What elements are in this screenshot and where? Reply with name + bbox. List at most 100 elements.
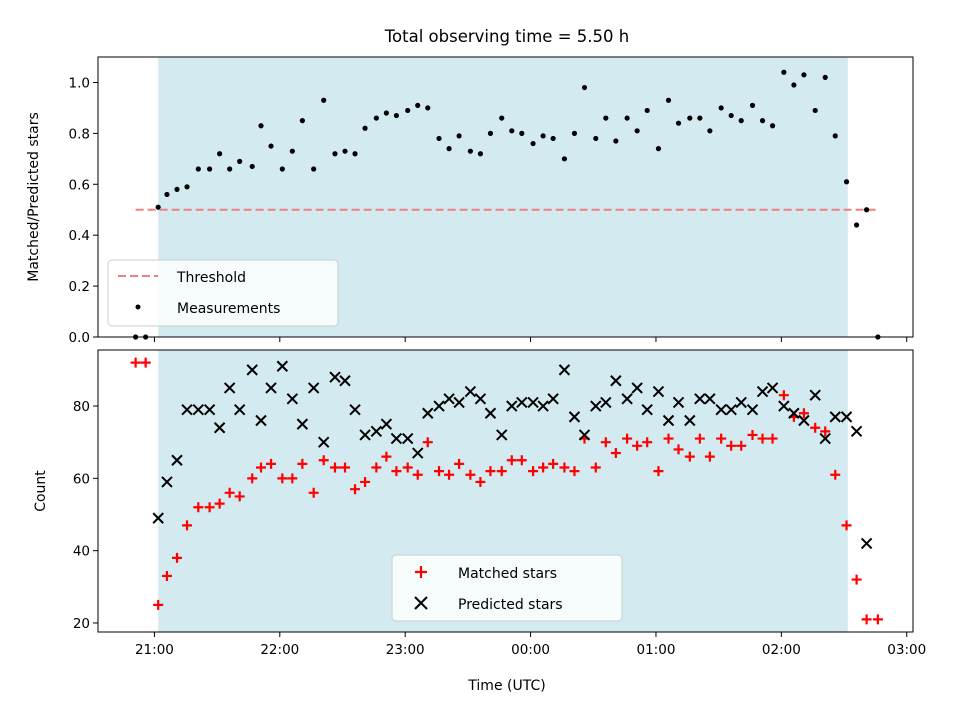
measurement-point bbox=[436, 135, 442, 142]
predicted-star-point bbox=[246, 364, 258, 376]
matched-star-point bbox=[454, 458, 465, 469]
legend-measurements-label: Measurements bbox=[177, 301, 280, 317]
legend-predicted-swatch bbox=[414, 596, 428, 610]
matched-star-point bbox=[820, 426, 831, 437]
measurement-point bbox=[697, 115, 703, 121]
y-tick-label: 60 bbox=[73, 471, 90, 487]
matched-star-point bbox=[757, 433, 768, 444]
predicted-star-point bbox=[412, 447, 424, 459]
matched-star-point bbox=[214, 498, 225, 509]
matched-star-point bbox=[830, 469, 841, 480]
measurement-point bbox=[467, 148, 473, 154]
matched-star-point bbox=[767, 433, 778, 444]
y-tick-label: 0.8 bbox=[69, 126, 90, 142]
predicted-star-point bbox=[286, 393, 299, 405]
predicted-star-point bbox=[453, 396, 465, 409]
predicted-star-point bbox=[506, 400, 518, 412]
matched-star-point bbox=[600, 437, 611, 448]
matched-star-point bbox=[444, 469, 455, 480]
matched-star-point bbox=[516, 455, 527, 466]
measurement-point bbox=[446, 146, 452, 152]
matched-star-point bbox=[475, 476, 486, 487]
matched-star-point bbox=[182, 520, 193, 531]
predicted-star-point bbox=[401, 432, 414, 445]
predicted-star-point bbox=[735, 396, 747, 409]
matched-star-point bbox=[704, 451, 715, 462]
matched-star-point bbox=[559, 462, 570, 473]
predicted-star-point bbox=[662, 414, 675, 427]
measurement-point bbox=[791, 82, 797, 88]
measurement-point bbox=[634, 128, 640, 134]
matched-star-point bbox=[569, 466, 580, 477]
matched-star-point bbox=[381, 451, 392, 462]
matched-star-point bbox=[350, 484, 361, 495]
measurement-point bbox=[164, 191, 170, 198]
predicted-star-point bbox=[233, 403, 246, 416]
y-tick-label: 1.0 bbox=[69, 75, 90, 91]
y-tick-label: 40 bbox=[73, 544, 90, 560]
predicted-star-point bbox=[380, 418, 393, 430]
legend-matched-swatch bbox=[415, 566, 427, 578]
legend-top-box bbox=[107, 259, 339, 327]
measurement-point bbox=[477, 151, 484, 157]
predicted-star-point bbox=[422, 407, 434, 419]
measurement-point bbox=[822, 74, 828, 80]
measurement-point bbox=[864, 207, 870, 213]
predicted-star-point bbox=[578, 429, 591, 441]
predicted-star-point bbox=[778, 400, 790, 412]
predicted-star-point bbox=[171, 454, 183, 466]
measurement-point bbox=[174, 186, 180, 192]
measurement-point bbox=[581, 84, 588, 91]
measurement-point bbox=[781, 69, 787, 75]
predicted-star-point bbox=[725, 403, 737, 416]
matched-star-point bbox=[872, 614, 883, 625]
y-axis-label-top: Matched/Predicted stars bbox=[26, 112, 42, 282]
predicted-star-point bbox=[652, 385, 665, 398]
measurement-point bbox=[217, 151, 223, 157]
predicted-star-point bbox=[370, 425, 383, 438]
measurement-point bbox=[728, 112, 734, 119]
matched-star-point bbox=[684, 451, 695, 462]
measurement-point bbox=[832, 133, 838, 139]
measurement-point bbox=[258, 123, 264, 129]
matched-star-point bbox=[171, 552, 182, 563]
legend-measurements-swatch bbox=[135, 304, 141, 310]
matched-star-point bbox=[716, 433, 727, 444]
matched-star-point bbox=[778, 390, 789, 401]
legend-threshold-label: Threshold bbox=[176, 270, 246, 286]
matched-star-point bbox=[434, 466, 445, 477]
measurement-point bbox=[540, 133, 546, 139]
predicted-star-point bbox=[307, 382, 320, 394]
measurement-point bbox=[456, 133, 462, 139]
predicted-star-point bbox=[756, 385, 769, 398]
measurement-point bbox=[843, 179, 850, 185]
predicted-star-point bbox=[672, 396, 685, 409]
matched-star-point bbox=[371, 462, 382, 473]
predicted-star-point bbox=[788, 407, 800, 419]
predicted-star-point bbox=[860, 537, 873, 550]
predicted-star-point bbox=[600, 396, 612, 409]
x-tick-label: 21:00 bbox=[135, 642, 174, 658]
predicted-star-point bbox=[390, 432, 403, 445]
predicted-star-point bbox=[265, 382, 277, 394]
predicted-star-point bbox=[296, 418, 309, 430]
matched-star-point bbox=[622, 433, 633, 444]
predicted-star-point bbox=[694, 393, 706, 405]
matched-star-point bbox=[548, 458, 559, 469]
matched-star-point bbox=[861, 614, 872, 625]
matched-star-point bbox=[277, 473, 288, 484]
matched-star-point bbox=[673, 444, 684, 455]
measurement-points bbox=[133, 69, 881, 340]
measurement-point bbox=[593, 135, 599, 142]
matched-star-point bbox=[153, 599, 164, 610]
predicted-star-point bbox=[850, 425, 863, 438]
predicted-star-point bbox=[192, 403, 205, 416]
predicted-star-point bbox=[223, 382, 236, 394]
predicted-star-point bbox=[558, 364, 571, 376]
matched-star-point bbox=[726, 440, 737, 451]
predicted-star-point bbox=[547, 393, 559, 405]
matched-star-points bbox=[130, 357, 883, 625]
predicted-star-point bbox=[161, 476, 173, 488]
predicted-star-point bbox=[590, 400, 602, 412]
measurement-point bbox=[311, 166, 317, 172]
